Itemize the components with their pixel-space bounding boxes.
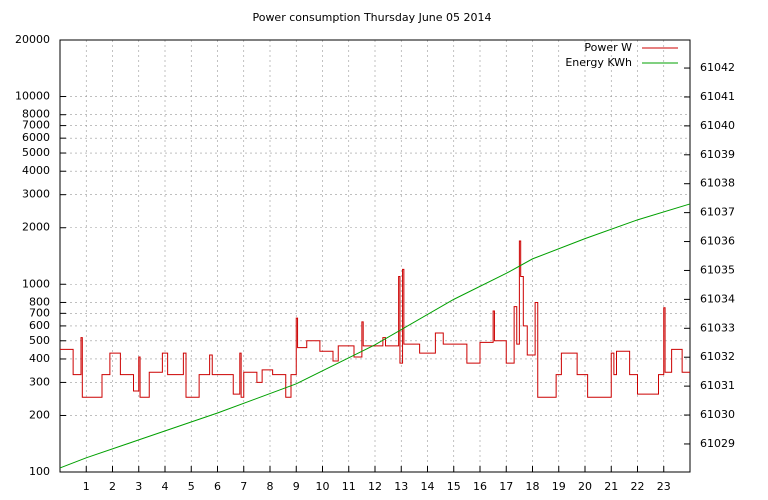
x-tick-label: 13 — [394, 480, 408, 493]
y2-tick-label: 61030 — [700, 408, 735, 421]
y2-tick-label: 61029 — [700, 437, 735, 450]
chart-title: Power consumption Thursday June 05 2014 — [252, 11, 491, 24]
y2-tick-label: 61041 — [700, 90, 735, 103]
y-tick-label: 7000 — [22, 119, 50, 132]
x-tick-label: 8 — [267, 480, 274, 493]
x-tick-label: 3 — [135, 480, 142, 493]
y-tick-label: 5000 — [22, 146, 50, 159]
y-tick-label: 100 — [29, 465, 50, 478]
y2-tick-label: 61031 — [700, 379, 735, 392]
series-line — [59, 203, 691, 469]
x-tick-label: 20 — [578, 480, 592, 493]
x-tick-label: 16 — [473, 480, 487, 493]
y-tick-label: 6000 — [22, 131, 50, 144]
y-tick-label: 500 — [29, 334, 50, 347]
y-tick-label: 300 — [29, 375, 50, 388]
x-tick-label: 2 — [109, 480, 116, 493]
y-tick-label: 8000 — [22, 108, 50, 121]
x-tick-label: 18 — [526, 480, 540, 493]
series-line — [60, 240, 690, 398]
y-tick-label: 3000 — [22, 188, 50, 201]
x-tick-label: 17 — [499, 480, 513, 493]
y2-tick-label: 61033 — [700, 321, 735, 334]
y-tick-label: 2000 — [22, 221, 50, 234]
x-tick-label: 7 — [240, 480, 247, 493]
y-tick-label: 600 — [29, 319, 50, 332]
y-tick-label: 200 — [29, 408, 50, 421]
x-tick-label: 12 — [368, 480, 382, 493]
y-tick-label: 20000 — [15, 33, 50, 46]
legend-label: Power W — [584, 41, 632, 54]
x-tick-label: 21 — [604, 480, 618, 493]
x-tick-label: 19 — [552, 480, 566, 493]
y2-tick-label: 61037 — [700, 206, 735, 219]
x-tick-label: 1 — [83, 480, 90, 493]
x-tick-label: 9 — [293, 480, 300, 493]
y2-tick-label: 61040 — [700, 119, 735, 132]
x-tick-label: 22 — [631, 480, 645, 493]
y-tick-label: 400 — [29, 352, 50, 365]
y-tick-label: 4000 — [22, 164, 50, 177]
y-tick-label: 700 — [29, 306, 50, 319]
y2-tick-label: 61039 — [700, 148, 735, 161]
y2-tick-label: 61042 — [700, 61, 735, 74]
x-tick-label: 5 — [188, 480, 195, 493]
y-tick-label: 1000 — [22, 277, 50, 290]
plot-border — [59, 39, 691, 473]
y2-tick-label: 61038 — [700, 177, 735, 190]
x-tick-label: 15 — [447, 480, 461, 493]
x-tick-label: 14 — [421, 480, 435, 493]
y2-tick-label: 61035 — [700, 263, 735, 276]
y-tick-label: 10000 — [15, 90, 50, 103]
x-tick-label: 23 — [657, 480, 671, 493]
x-tick-label: 10 — [316, 480, 330, 493]
y2-tick-label: 61034 — [700, 292, 735, 305]
legend-label: Energy KWh — [565, 56, 632, 69]
x-tick-label: 4 — [162, 480, 169, 493]
y-tick-label: 800 — [29, 295, 50, 308]
y2-tick-label: 61032 — [700, 350, 735, 363]
x-tick-label: 11 — [342, 480, 356, 493]
x-tick-label: 6 — [214, 480, 221, 493]
y2-tick-label: 61036 — [700, 235, 735, 248]
